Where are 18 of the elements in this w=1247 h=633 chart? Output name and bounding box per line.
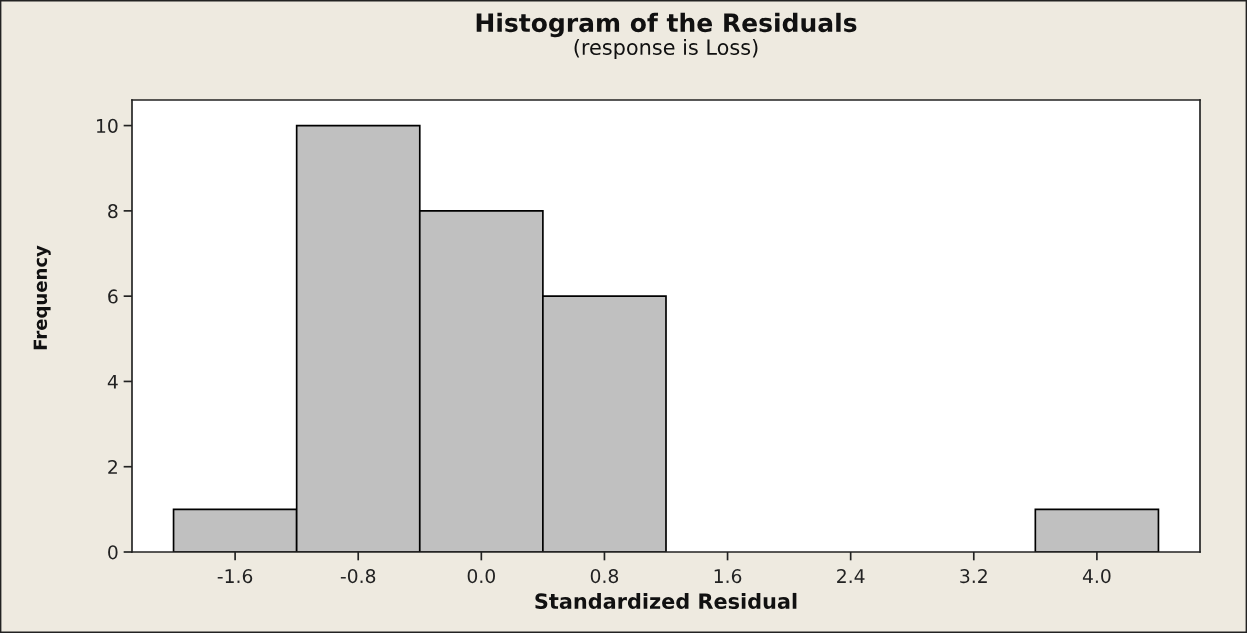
- y-tick-label: 4: [107, 374, 118, 389]
- x-axis-title: Standardized Residual: [535, 592, 797, 610]
- x-tick-label: 3.2: [960, 569, 987, 584]
- x-tick-label: -0.8: [340, 569, 376, 584]
- x-tick-label: 1.6: [714, 569, 742, 584]
- x-tick-label: 4.0: [1082, 569, 1111, 584]
- y-tick-label: 6: [108, 289, 118, 304]
- y-tick-label: 10: [97, 118, 118, 133]
- x-tick-label: 0.0: [467, 569, 495, 584]
- x-tick-label: 2.4: [837, 569, 865, 583]
- x-tick-label: -1.6: [217, 569, 253, 584]
- chart-title: Histogram of the Residuals: [476, 12, 857, 38]
- y-tick-label: 2: [108, 459, 117, 474]
- y-tick-label: 0: [108, 545, 118, 560]
- y-axis-title: Frequency: [33, 245, 51, 350]
- y-tick-label: 8: [108, 204, 118, 219]
- x-tick-label: 0.8: [590, 569, 619, 584]
- chart-subtitle: (response is Loss): [574, 38, 758, 60]
